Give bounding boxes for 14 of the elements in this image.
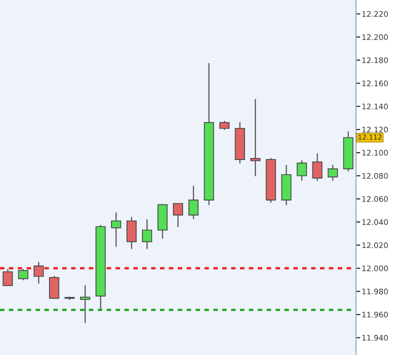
candlestick xyxy=(49,276,60,299)
candlestick xyxy=(80,285,90,324)
candlestick xyxy=(312,153,322,181)
candlestick xyxy=(250,98,260,176)
candlestick xyxy=(328,164,338,181)
candlestick xyxy=(2,268,13,286)
candlestick xyxy=(111,212,122,247)
candlestick xyxy=(188,186,199,220)
candlestick xyxy=(142,219,152,250)
candlestick xyxy=(126,216,137,250)
candlestick xyxy=(172,202,184,228)
candlestick xyxy=(296,160,307,181)
candlestick xyxy=(34,262,44,284)
candlestick xyxy=(18,268,28,280)
